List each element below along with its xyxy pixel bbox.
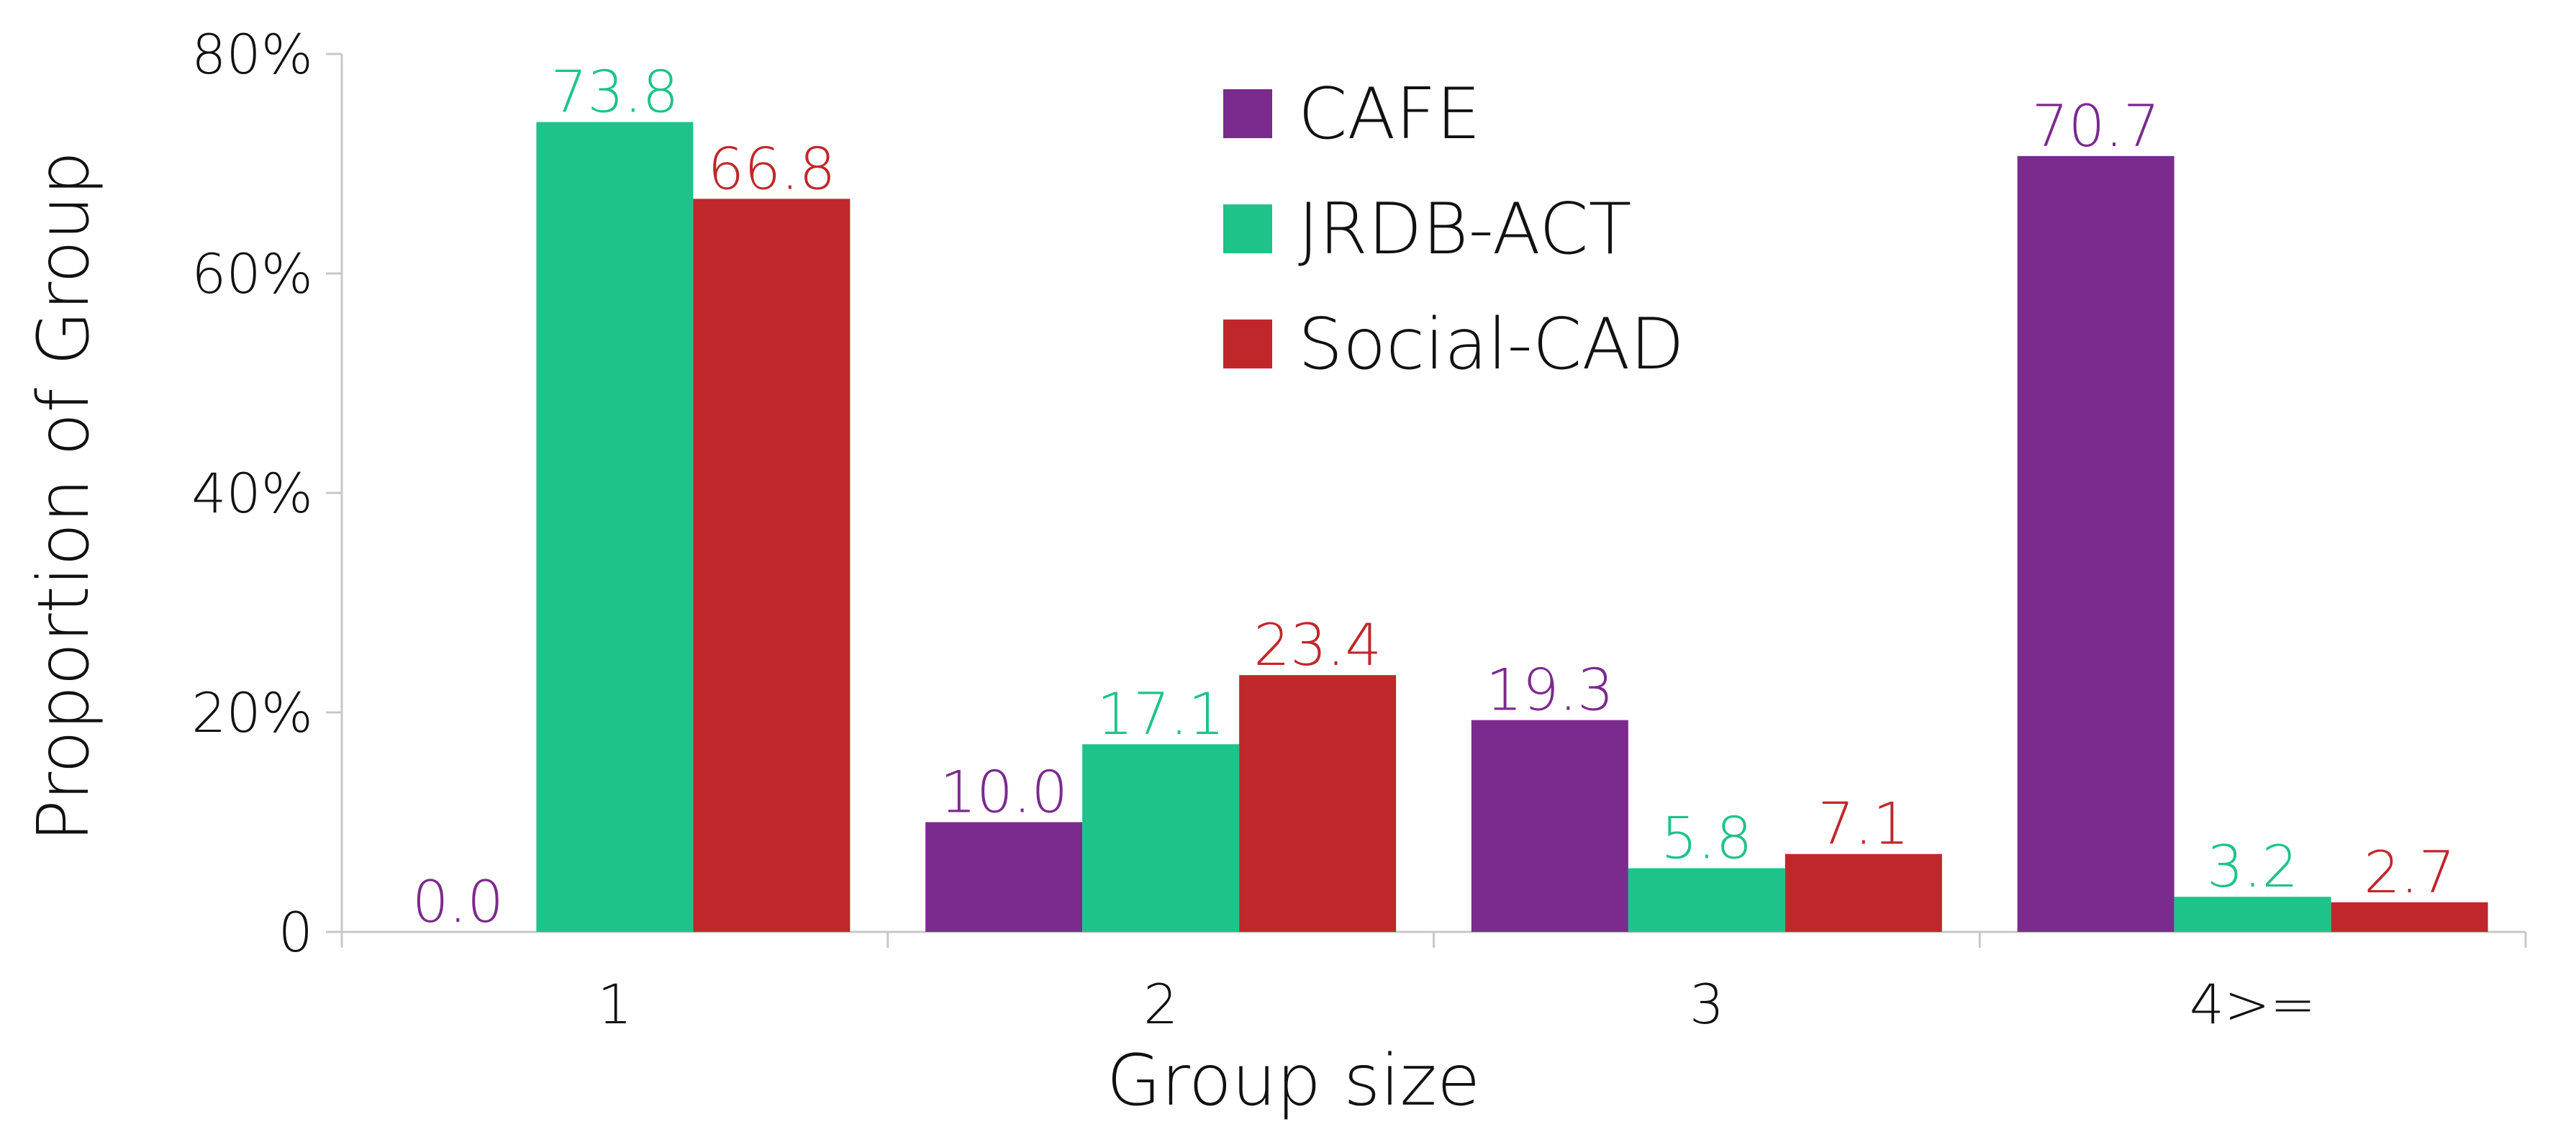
bar [1784, 853, 1942, 932]
legend-label: JRDB-ACT [1298, 189, 1631, 271]
y-tick-label: 40% [191, 461, 313, 525]
y-axis: 0 20% 40% 60% 80% [191, 22, 343, 964]
y-tick-label: 0 [278, 900, 313, 964]
x-tick-label: 4>= [2190, 972, 2316, 1036]
x-tick-label: 2 [1143, 972, 1178, 1036]
data-label: 23.4 [1253, 612, 1382, 679]
legend-swatch [1223, 89, 1272, 138]
y-tick-label: 20% [191, 681, 313, 745]
bar [925, 822, 1083, 932]
x-axis-title: Group size [1107, 1040, 1481, 1122]
data-label: 7.1 [1818, 791, 1909, 858]
legend-swatch [1223, 204, 1272, 253]
y-tick-label: 80% [191, 22, 313, 86]
data-label: 66.8 [707, 135, 835, 202]
data-label: 5.8 [1661, 805, 1752, 872]
bar [536, 122, 694, 932]
legend-label: CAFE [1298, 73, 1481, 155]
x-tick-label: 1 [597, 972, 632, 1036]
data-label: 73.8 [550, 59, 679, 126]
bar [1471, 720, 1628, 932]
x-axis: 1 2 3 4>= [340, 930, 2527, 1036]
y-axis-title: Proportion of Group [23, 151, 105, 843]
bars [536, 122, 2488, 933]
data-label: 70.7 [2032, 93, 2160, 160]
bar [1082, 744, 1240, 932]
legend: CAFE JRDB-ACT Social-CAD [1223, 73, 1684, 386]
bar [1239, 675, 1397, 932]
y-tick-label: 60% [191, 242, 313, 306]
data-labels: 0.0 73.8 66.8 10.0 17.1 23.4 19.3 5.8 7.1 70.7 3.2… [412, 59, 2455, 936]
data-label: 19.3 [1486, 657, 1614, 724]
data-label: 3.2 [2207, 833, 2298, 900]
legend-label: Social-CAD [1298, 304, 1684, 386]
legend-swatch [1223, 320, 1272, 368]
bar [1628, 868, 1785, 932]
bar [2331, 902, 2488, 932]
x-tick-label: 3 [1690, 972, 1724, 1036]
bar [2017, 155, 2174, 933]
data-label: 17.1 [1097, 681, 1225, 748]
data-label: 0.0 [412, 869, 504, 936]
data-label: 2.7 [2364, 839, 2455, 906]
data-label: 10.0 [940, 759, 1068, 826]
bar [693, 199, 851, 932]
bar [2174, 897, 2331, 932]
